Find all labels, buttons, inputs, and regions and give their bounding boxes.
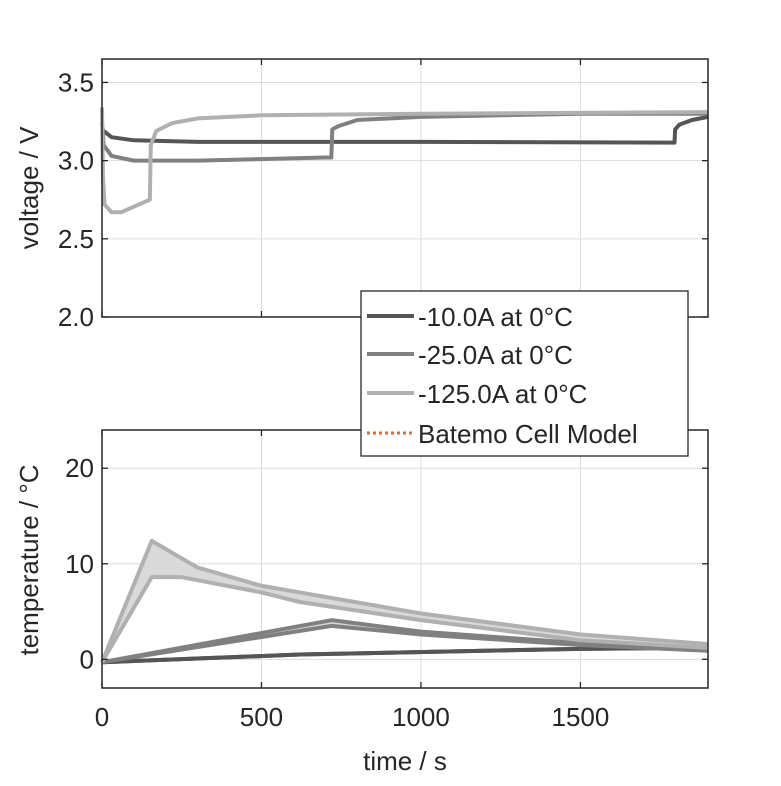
voltage-line-0 — [100, 114, 709, 145]
legend-label-10a: -10.0A at 0°C — [418, 302, 573, 332]
y-tick-label: 10 — [65, 549, 94, 579]
temperature-axes: 0 10 20 0 500 1000 1500 — [65, 429, 709, 732]
x-tick-label: 500 — [240, 702, 283, 732]
x-tick-label: 1000 — [392, 702, 450, 732]
y-tick-label: 2.0 — [58, 302, 94, 332]
temperature-line-lower-1 — [101, 623, 709, 665]
y-tick-label: 2.5 — [58, 224, 94, 254]
y-tick-label: 20 — [65, 453, 94, 483]
legend-box — [360, 290, 689, 457]
y-tick-label: 3.5 — [58, 67, 94, 97]
temperature-ylabel: temperature / °C — [14, 464, 44, 655]
y-tick-label: 0 — [80, 644, 94, 674]
legend-label-125a: -125.0A at 0°C — [418, 379, 587, 409]
axes-box — [101, 58, 709, 318]
legend: -10.0A at 0°C -25.0A at 0°C -125.0A at 0… — [360, 290, 689, 457]
temperature-line-lower-0 — [101, 645, 709, 665]
y-tick-label: 3.0 — [58, 146, 94, 176]
legend-label-25a: -25.0A at 0°C — [418, 340, 573, 370]
time-xlabel: time / s — [363, 746, 447, 776]
voltage-ylabel: voltage / V — [14, 126, 44, 250]
x-tick-label: 1500 — [551, 702, 609, 732]
voltage-line-2 — [100, 107, 709, 215]
temperature-line-upper-2 — [100, 538, 709, 663]
voltage-axes: 2.0 2.5 3.0 3.5 — [58, 58, 709, 332]
voltage-line-1 — [100, 111, 708, 163]
temperature-line-lower-2 — [100, 575, 709, 664]
legend-label-batemo: Batemo Cell Model — [418, 419, 638, 449]
x-tick-label: 0 — [95, 702, 109, 732]
